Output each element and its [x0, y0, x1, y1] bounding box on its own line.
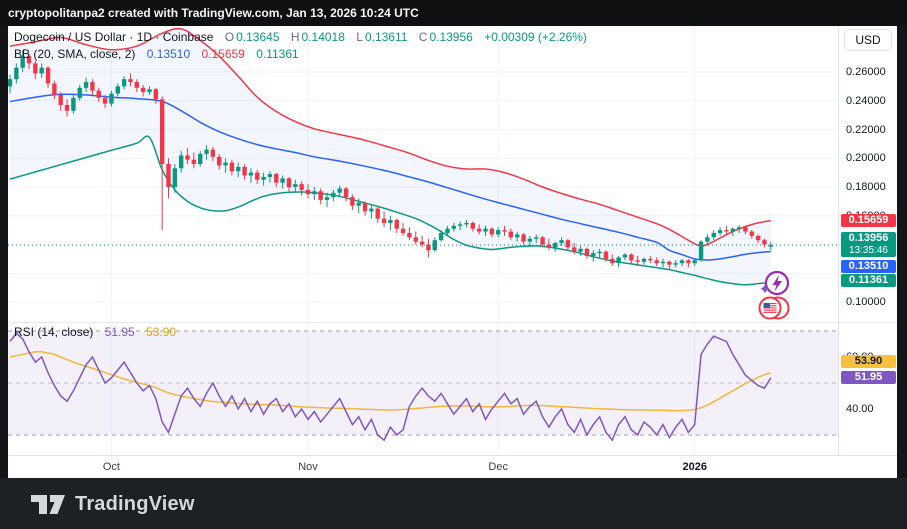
price-badge-bb-lower: 0.11361	[841, 274, 896, 288]
candles	[8, 50, 773, 269]
rsi-badge-rsi-ma: 53.90	[841, 355, 896, 369]
time-label-oct: Oct	[102, 461, 120, 473]
countdown: 13:35:46	[849, 245, 888, 257]
tradingview-logo-icon	[31, 495, 65, 514]
low-value: 0.13611	[364, 30, 408, 44]
price-tick: 0.10000	[846, 296, 886, 308]
time-label-2026: 2026	[682, 461, 707, 473]
bollinger-basis-line	[9, 93, 771, 261]
symbol-title: Dogecoin / US Dollar · 1D · Coinbase	[14, 30, 214, 44]
us-flag-event-icon[interactable]	[758, 296, 790, 320]
bollinger-upper-line	[9, 27, 771, 247]
price-badge-bb-basis: 0.13510	[841, 259, 896, 273]
high-value: 0.14018	[301, 30, 345, 44]
close-label: C	[418, 30, 428, 44]
low-label: L	[356, 30, 363, 44]
open-label: O	[224, 30, 235, 44]
time-label-nov: Nov	[298, 461, 318, 473]
time-label-dec: Dec	[488, 461, 508, 473]
high-label: H	[290, 30, 300, 44]
close-value: 0.13956	[429, 30, 473, 44]
price-tick: 0.24000	[846, 94, 886, 107]
bb-lower-value: 0.11361	[256, 47, 299, 61]
chart-widget: Dogecoin / US Dollar · 1D · Coinbase O 0.…	[8, 26, 897, 478]
price-tick: 0.18000	[846, 181, 886, 193]
rsi-badge-rsi: 51.95	[841, 371, 896, 385]
price-scale[interactable]: 0.260000.240000.220000.200000.180000.160…	[838, 26, 897, 455]
rsi-line	[9, 332, 772, 442]
price-tick: 0.26000	[846, 66, 886, 78]
bollinger-fill	[10, 28, 771, 285]
change-value: +0.00309 (+2.26%)	[484, 30, 587, 44]
lightning-event-icon[interactable]	[760, 270, 790, 296]
price-badge-last-price: 0.13956 13:35:46	[841, 232, 896, 258]
price-chart-svg	[8, 26, 838, 455]
bb-legend[interactable]: BB (20, SMA, close, 2) 0.13510 0.15659 0…	[14, 47, 301, 61]
bollinger-lower-line	[9, 135, 771, 286]
attribution-bar: cryptopolitanpa2 created with TradingVie…	[0, 0, 907, 26]
bb-basis-value: 0.13510	[146, 47, 191, 61]
event-icons	[758, 270, 790, 320]
open-value: 0.13645	[236, 30, 280, 44]
rsi-value: 51.95	[104, 325, 135, 339]
rsi-ma-value: 53.90	[146, 325, 177, 339]
rsi-legend[interactable]: RSI (14, close) 51.95 53.90	[14, 325, 178, 339]
rsi-tick: 40.00	[846, 403, 874, 415]
tradingview-logo[interactable]: TradingView	[30, 490, 195, 518]
time-scale[interactable]: Oct Nov Dec 2026	[8, 455, 897, 478]
rsi-label: RSI (14, close)	[14, 325, 94, 339]
tradingview-logo-text: TradingView	[75, 492, 195, 515]
bb-upper-value: 0.15659	[201, 47, 245, 61]
symbol-legend[interactable]: Dogecoin / US Dollar · 1D · Coinbase O 0.…	[14, 30, 589, 44]
attribution-text: cryptopolitanpa2 created with TradingVie…	[8, 6, 419, 20]
pane-separator[interactable]	[8, 322, 897, 323]
price-tick: 0.20000	[846, 152, 886, 165]
bb-label: BB (20, SMA, close, 2)	[14, 47, 136, 61]
price-badge-bb-upper: 0.15659	[841, 214, 896, 228]
currency-toggle-button[interactable]: USD	[844, 29, 892, 51]
price-tick: 0.22000	[846, 123, 886, 136]
footer-bar: TradingView	[0, 478, 907, 529]
